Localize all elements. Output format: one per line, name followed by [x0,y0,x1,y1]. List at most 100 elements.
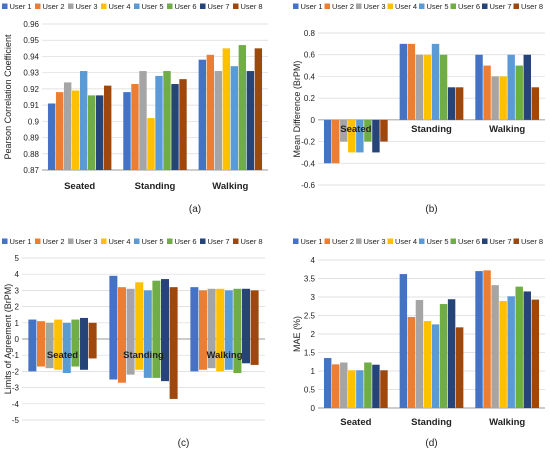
bar-upper [198,290,207,339]
bar [332,119,340,164]
category-label: Standing [411,417,452,428]
y-tick-label: 0.95 [23,36,39,45]
bar [214,71,223,170]
category-label: Walking [489,124,525,135]
legend-label: User 8 [521,2,543,11]
y-tick-label: 1.5 [304,349,316,358]
y-tick-label: 0.8 [304,29,316,38]
panel-label: (a) [189,204,201,215]
legend-swatch [134,3,140,9]
y-tick-label: 4 [311,256,316,265]
y-tick-label: 3.5 [304,275,316,284]
bar [163,71,171,170]
bar-upper [126,288,135,339]
legend-label: User 2 [43,2,65,11]
legend-label: User 3 [364,2,386,11]
y-tick-label: 1 [15,319,20,328]
bar-lower [250,339,259,365]
legend-label: User 5 [142,2,164,11]
y-tick-label: 3 [15,286,20,295]
bar [131,84,139,170]
bar-upper [233,288,242,339]
y-tick-label: 0.5 [304,386,316,395]
legend-swatch [419,238,425,244]
bar [348,119,356,153]
legend-label: User 6 [458,237,480,246]
legend-swatch [324,238,330,244]
legend-swatch [324,3,330,9]
bar [475,54,483,120]
bar-lower [28,339,37,372]
bar [507,296,515,408]
category-label: Walking [206,350,242,361]
y-tick-label: 2 [15,303,20,312]
bar [254,48,263,171]
legend-swatch [101,238,107,244]
bar [415,54,424,120]
legend-label: User 8 [241,2,263,11]
legend-label: User 5 [427,237,449,246]
y-tick-label: 0 [311,404,316,413]
category-label: Seated [47,350,78,361]
bar-upper [190,287,199,339]
y-tick-label: 0.94 [23,52,39,61]
bar [447,299,456,408]
legend-swatch [200,3,206,9]
bar [179,79,187,170]
legend-swatch [450,3,456,9]
bar [198,59,207,170]
bar-lower [45,339,54,369]
legend-swatch [387,3,393,9]
category-label: Standing [123,350,164,361]
bar [95,95,104,170]
y-tick-label: 0.91 [23,101,39,110]
legend-label: User 7 [208,2,230,11]
bar-upper [45,322,54,339]
y-tick-label: 4 [15,270,20,279]
bar [423,54,432,120]
legend-swatch [387,238,393,244]
bar [87,95,96,170]
legend-label: User 6 [458,2,480,11]
bar [515,286,523,408]
bar-upper [169,287,178,339]
bar [380,119,388,142]
bar [47,103,56,170]
bar [340,119,348,142]
bar [323,358,332,408]
legend-label: User 4 [109,237,131,246]
bar [79,71,88,170]
bar-lower [80,339,89,370]
bar-upper [109,275,118,339]
bar-upper [224,290,233,339]
bar-lower [216,339,225,372]
panel-label: (b) [425,204,437,215]
panel-label: (c) [178,438,190,449]
bar [475,271,483,408]
bar [431,324,440,408]
legend-swatch [513,238,519,244]
bar [455,327,464,408]
bar [356,370,364,408]
y-axis-title: Mean Difference (BrPM) [292,61,302,158]
bar [447,87,456,120]
bar [523,291,531,408]
bar [507,54,515,120]
bar-lower [109,339,118,380]
bar [246,71,255,170]
legend-label: User 4 [395,237,417,246]
legend-swatch [233,238,239,244]
bar-lower [126,339,135,375]
bar-lower [117,339,126,383]
bar [364,119,372,142]
bar-lower [135,339,144,370]
legend-swatch [482,238,488,244]
bar-lower [169,339,178,399]
bar [423,321,432,408]
legend-swatch [35,3,41,9]
bar-upper [117,287,126,339]
y-tick-label: 0 [15,335,20,344]
category-label: Standing [411,124,452,135]
bar [415,299,424,408]
